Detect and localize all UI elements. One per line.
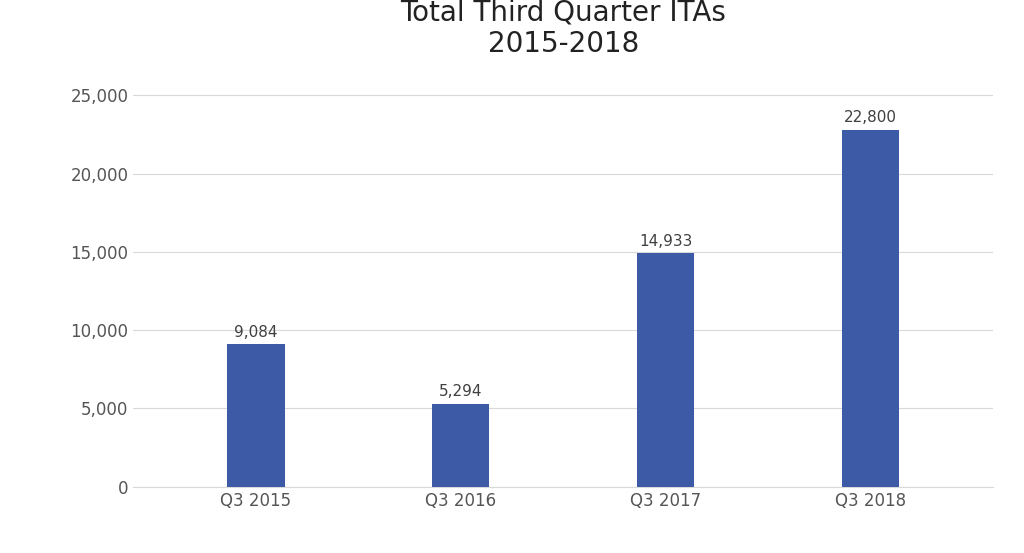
Bar: [432, 404, 489, 487]
Bar: [637, 253, 694, 487]
Text: 22,800: 22,800: [844, 111, 897, 126]
Bar: [842, 130, 899, 487]
Title: Total Third Quarter ITAs
2015-2018: Total Third Quarter ITAs 2015-2018: [400, 0, 726, 59]
Text: 14,933: 14,933: [639, 233, 692, 248]
Text: 5,294: 5,294: [439, 384, 482, 399]
Text: 9,084: 9,084: [234, 325, 278, 340]
Bar: [227, 345, 285, 487]
